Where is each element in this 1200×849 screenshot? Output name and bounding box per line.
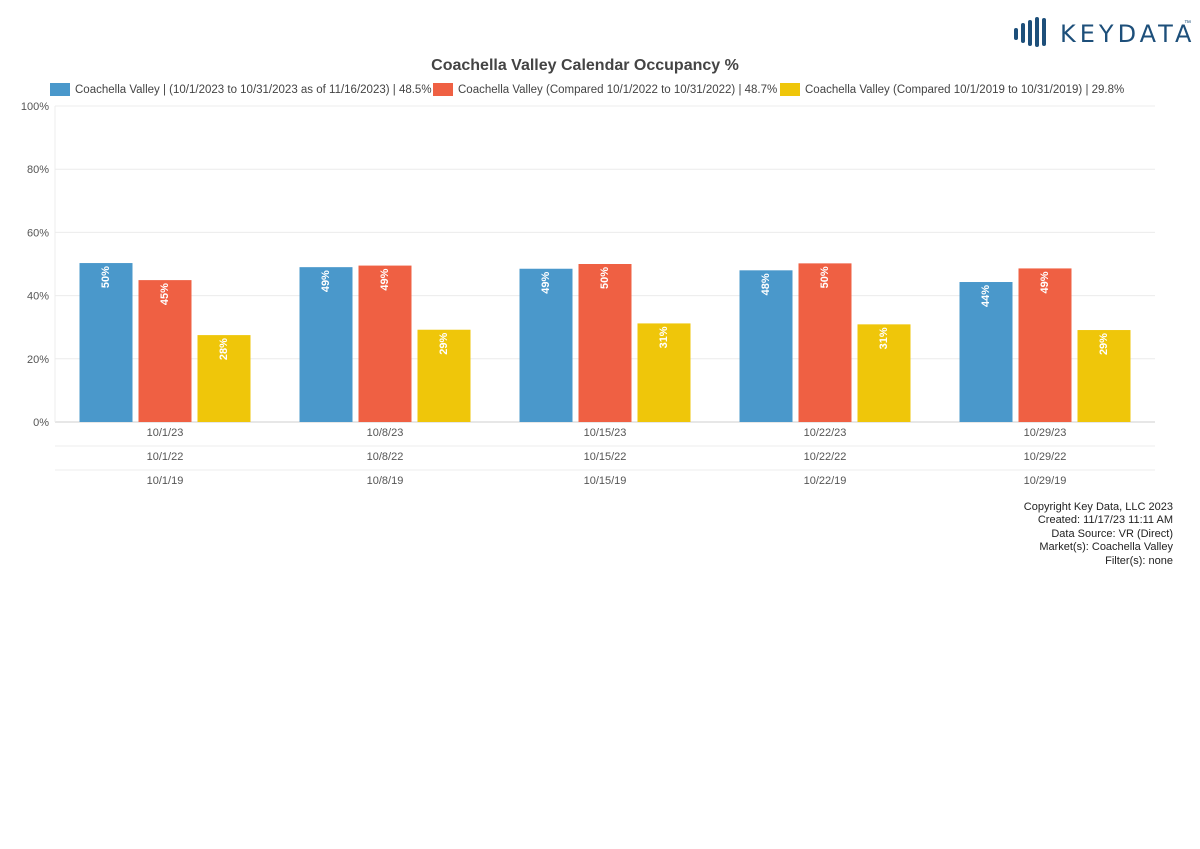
bar-value-label: 48% bbox=[760, 273, 772, 295]
copyright-text: Copyright Key Data, LLC 2023 bbox=[1023, 501, 1173, 513]
x-tick-label: 10/15/23 bbox=[584, 427, 627, 439]
bar bbox=[798, 263, 852, 422]
legend-item[interactable]: Coachella Valley (Compared 10/1/2019 to … bbox=[780, 83, 1124, 96]
bar-value-label: 49% bbox=[540, 272, 552, 294]
bars: 50% 45% 28% 49% 49% 29% 49% 50% 31% 48% 50% 31% 44% 4… bbox=[79, 263, 1131, 422]
bar-value-label: 50% bbox=[599, 267, 611, 289]
y-tick-label: 60% bbox=[27, 227, 49, 239]
bar-value-label: 49% bbox=[320, 270, 332, 292]
x-tick-label: 10/1/19 bbox=[147, 475, 184, 487]
bar-value-label: 29% bbox=[1098, 333, 1110, 355]
bar-value-label: 44% bbox=[980, 285, 992, 307]
y-axis: 0% 20% 40% 60% 80% 100% bbox=[21, 101, 56, 429]
legend-item[interactable]: Coachella Valley (Compared 10/1/2022 to … bbox=[433, 83, 777, 96]
x-tick-label: 10/8/22 bbox=[367, 451, 404, 463]
logo-bars-icon bbox=[1014, 17, 1046, 47]
bar-value-label: 29% bbox=[438, 333, 450, 355]
bar-value-label: 49% bbox=[379, 268, 391, 290]
bar bbox=[1077, 330, 1131, 422]
bar-value-label: 49% bbox=[1039, 271, 1051, 293]
bar bbox=[578, 264, 632, 422]
filters-text: Filter(s): none bbox=[1105, 554, 1173, 567]
y-tick-label: 40% bbox=[27, 291, 49, 303]
keydata-logo: KEYDATA ™ bbox=[1012, 14, 1192, 50]
legend-label: Coachella Valley (Compared 10/1/2019 to … bbox=[805, 84, 1124, 96]
data-source-text: Data Source: VR (Direct) bbox=[1051, 527, 1173, 540]
legend[interactable]: Coachella Valley | (10/1/2023 to 10/31/2… bbox=[50, 83, 1124, 96]
bar bbox=[197, 335, 251, 422]
bar bbox=[79, 263, 133, 422]
x-axis: 10/1/23 10/8/23 10/15/23 10/22/23 10/29/23 10… bbox=[55, 427, 1155, 487]
x-tick-label: 10/22/22 bbox=[804, 451, 847, 463]
y-tick-label: 20% bbox=[27, 354, 49, 366]
x-tick-label: 10/8/19 bbox=[367, 475, 404, 487]
bar-value-label: 45% bbox=[159, 283, 171, 305]
bar bbox=[358, 265, 412, 422]
x-tick-label: 10/29/19 bbox=[1024, 475, 1067, 487]
y-tick-label: 100% bbox=[21, 101, 49, 113]
footer-info: Copyright Key Data, LLC 2023 Created: 11… bbox=[1024, 501, 1173, 568]
x-tick-label: 10/29/22 bbox=[1024, 451, 1067, 463]
x-tick-label: 10/29/23 bbox=[1024, 427, 1067, 439]
y-tick-label: 80% bbox=[27, 164, 49, 176]
bar bbox=[519, 268, 573, 422]
bar bbox=[1018, 268, 1072, 422]
legend-item[interactable]: Coachella Valley | (10/1/2023 to 10/31/2… bbox=[50, 83, 432, 96]
legend-swatch bbox=[780, 83, 800, 96]
x-tick-label: 10/22/23 bbox=[804, 427, 847, 439]
chart: Coachella Valley Calendar Occupancy % Co… bbox=[21, 57, 1155, 487]
bar-value-label: 50% bbox=[100, 266, 112, 288]
x-tick-label: 10/1/22 bbox=[147, 451, 184, 463]
markets-text: Market(s): Coachella Valley bbox=[1039, 541, 1173, 554]
y-tick-label: 0% bbox=[33, 417, 49, 429]
x-tick-label: 10/15/22 bbox=[584, 451, 627, 463]
bar-value-label: 31% bbox=[878, 327, 890, 349]
x-tick-label: 10/22/19 bbox=[804, 475, 847, 487]
created-text: Created: 11/17/23 11:11 AM bbox=[1037, 514, 1173, 527]
bar-value-label: 28% bbox=[218, 338, 230, 360]
bar bbox=[417, 329, 471, 422]
chart-title: Coachella Valley Calendar Occupancy % bbox=[431, 57, 739, 74]
bar bbox=[299, 267, 353, 422]
logo-trademark: ™ bbox=[1184, 20, 1191, 27]
x-tick-label: 10/8/23 bbox=[367, 427, 404, 439]
legend-swatch bbox=[50, 83, 70, 96]
bar bbox=[739, 270, 793, 422]
bar-value-label: 31% bbox=[658, 326, 670, 348]
bar bbox=[857, 324, 911, 422]
bar bbox=[138, 280, 192, 422]
logo-text: KEYDATA bbox=[1060, 20, 1196, 48]
bar-value-label: 50% bbox=[819, 266, 831, 288]
x-tick-label: 10/15/19 bbox=[584, 475, 627, 487]
legend-label: Coachella Valley | (10/1/2023 to 10/31/2… bbox=[75, 84, 432, 96]
bar bbox=[637, 323, 691, 422]
bar bbox=[959, 282, 1013, 422]
legend-swatch bbox=[433, 83, 453, 96]
x-tick-label: 10/1/23 bbox=[147, 427, 184, 439]
legend-label: Coachella Valley (Compared 10/1/2022 to … bbox=[458, 84, 777, 96]
